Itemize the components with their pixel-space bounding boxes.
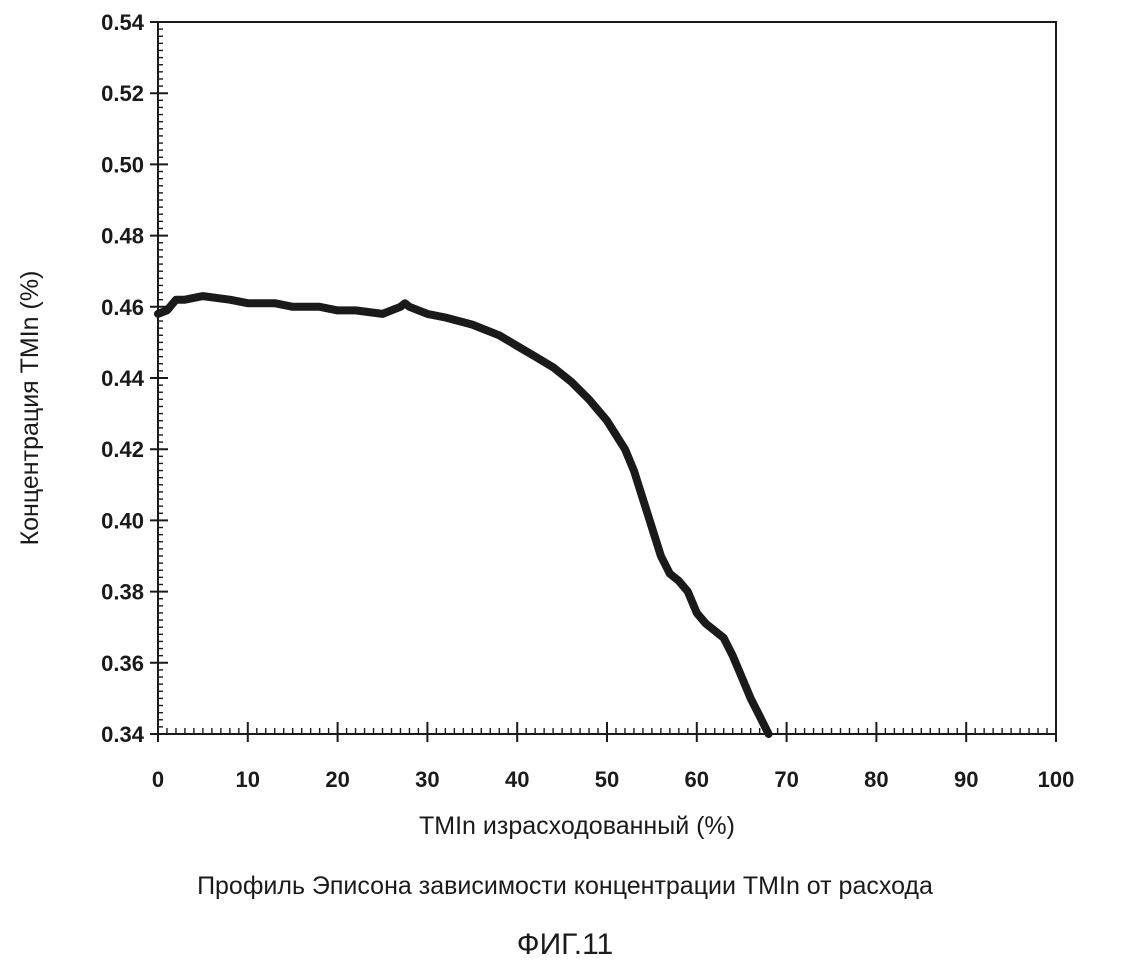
y-axis-title: Концентрация TMIn (%) — [16, 271, 44, 546]
y-tick-label: 0.38 — [101, 580, 144, 605]
y-tick-label: 0.48 — [101, 224, 144, 249]
x-tick-label: 30 — [415, 767, 439, 792]
y-tick-label: 0.40 — [101, 508, 144, 533]
y-tick-label: 0.46 — [101, 295, 144, 320]
x-tick-labels: 0 10 20 30 40 50 60 70 80 90 100 — [152, 767, 1074, 792]
x-tick-label: 10 — [236, 767, 260, 792]
y-tick-label: 0.34 — [101, 722, 145, 747]
plot-frame — [158, 22, 1056, 734]
x-tick-label: 90 — [954, 767, 978, 792]
x-axis-title: TMIn израсходованный (%) — [419, 812, 735, 840]
x-tick-label: 100 — [1038, 767, 1075, 792]
x-tick-label: 50 — [595, 767, 619, 792]
y-tick-label: 0.54 — [101, 10, 145, 35]
series-line — [158, 296, 769, 734]
x-tick-label: 0 — [152, 767, 164, 792]
x-tick-label: 80 — [864, 767, 888, 792]
x-tick-label: 20 — [325, 767, 349, 792]
y-tick-label: 0.52 — [101, 81, 144, 106]
x-tick-label: 40 — [505, 767, 529, 792]
x-tick-label: 70 — [774, 767, 798, 792]
chart: 0.34 0.36 0.38 0.40 0.42 0.44 0.46 0.48 0.50 0.52… — [0, 0, 1130, 870]
y-tick-label: 0.50 — [101, 152, 144, 177]
y-tick-labels: 0.34 0.36 0.38 0.40 0.42 0.44 0.46 0.48 0.50 0.52… — [101, 10, 145, 747]
y-tick-label: 0.42 — [101, 437, 144, 462]
y-tick-label: 0.36 — [101, 651, 144, 676]
x-tick-label: 60 — [685, 767, 709, 792]
y-tick-label: 0.44 — [101, 366, 145, 391]
figure-label: ФИГ.11 — [0, 928, 1130, 962]
figure-caption: Профиль Эписона зависимости концентрации… — [0, 872, 1130, 901]
